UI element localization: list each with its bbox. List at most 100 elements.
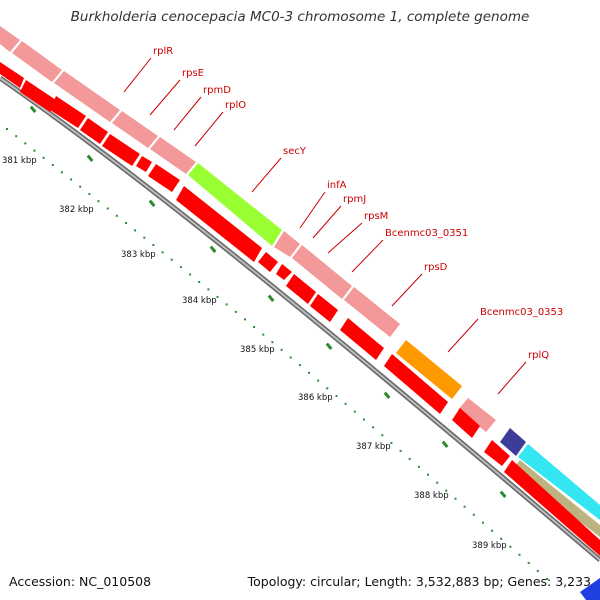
cds-feature (396, 340, 462, 399)
scale-major-tick (209, 245, 217, 253)
kbp-tick-label: 384 kbp (182, 296, 217, 306)
backbone-layer (0, 75, 600, 562)
scale-dot (427, 473, 429, 476)
cds-feature (518, 444, 600, 520)
gene-label: rpmD (203, 85, 231, 96)
scale-dot (244, 318, 246, 321)
scale-dot (436, 481, 439, 484)
scale-dot (527, 561, 530, 564)
gene-label: Bcenmc03_0351 (385, 228, 468, 239)
scale-dot (280, 348, 283, 351)
scale-dot (253, 326, 256, 328)
scale-dot (417, 465, 420, 468)
gene-leader-line (299, 191, 326, 229)
gene-leader-line (391, 273, 423, 307)
scale-dot (445, 489, 448, 492)
scale-dot (472, 513, 475, 516)
kbp-tick-label: 381 kbp (2, 156, 37, 166)
scale-major-tick (267, 294, 275, 302)
gene-arrow (340, 318, 384, 360)
scale-dot (88, 193, 91, 195)
scale-dot (60, 171, 63, 174)
cds-feature (150, 137, 196, 174)
cds-feature (512, 460, 600, 537)
scale-dot (344, 402, 347, 405)
cds-feature (500, 428, 526, 456)
scale-dot (399, 449, 402, 452)
gene-arrow (286, 274, 316, 304)
scale-dot (51, 164, 54, 166)
scale-dot (454, 497, 457, 500)
scale-dot (115, 214, 118, 217)
gene-arrow (452, 408, 480, 438)
scale-dot (308, 371, 310, 374)
scale-major-tick (86, 154, 94, 162)
scale-dot (70, 178, 73, 181)
scale-major-tick (499, 490, 507, 498)
gene-label: rpsM (364, 211, 388, 222)
scale-dot (536, 569, 539, 572)
gene-label: rpsE (182, 68, 204, 79)
gene-label: Bcenmc03_0353 (480, 307, 563, 318)
gene-arrow (136, 156, 152, 172)
scale-dot (326, 387, 329, 390)
gene-label: infA (327, 180, 347, 191)
scale-dot (546, 578, 548, 580)
scale-dot (33, 149, 36, 152)
gene-label: rplQ (528, 350, 549, 361)
scale-dot (500, 537, 503, 540)
scale-dot (216, 295, 219, 298)
scale-dot (353, 410, 356, 413)
gene-label: rpsD (424, 262, 448, 273)
scale-dot (408, 457, 411, 460)
scale-major-tick (148, 199, 156, 207)
scale-dot (125, 222, 127, 224)
scale-dot (179, 266, 182, 269)
gene-label: rplO (225, 100, 246, 111)
scale-dot (372, 426, 375, 429)
scale-dot (161, 251, 164, 254)
gene-arrow (384, 354, 448, 414)
scale-dot (106, 207, 109, 210)
gene-arrow (258, 252, 278, 272)
kbp-tick-label: 383 kbp (121, 250, 156, 260)
cds-feature (274, 231, 300, 257)
gene-leader-line (251, 157, 282, 193)
gene-leader-line (312, 205, 342, 239)
gene-arrow (176, 186, 262, 262)
gene-arrow-layer (0, 62, 600, 600)
scale-dot (97, 200, 100, 203)
gene-arrow (50, 96, 86, 128)
scale-dot (381, 434, 384, 437)
scale-dot (170, 258, 173, 261)
gene-arrow (504, 460, 600, 556)
kbp-tick-label: 388 kbp (414, 491, 449, 501)
gene-leader-line (447, 318, 479, 353)
scale-dot (362, 418, 365, 421)
cds-layer (0, 26, 600, 537)
gene-leader-line (194, 111, 224, 147)
scale-major-tick (383, 391, 391, 399)
gene-leader-line (123, 57, 152, 93)
tick-layer: 381 kbp 382 kbp 383 kbp 384 kbp 385 kbp 386 k… (2, 105, 548, 580)
scale-dot (509, 545, 512, 548)
genome-summary-text: Topology: circular; Length: 3,532,883 bp… (247, 574, 591, 589)
scale-dot (42, 156, 45, 159)
cds-feature (12, 41, 62, 82)
cds-feature (458, 398, 496, 432)
gene-label: rpmJ (343, 194, 366, 205)
scale-dot (271, 341, 274, 344)
kbp-tick-label: 389 kbp (472, 541, 507, 551)
scale-major-tick (441, 440, 449, 448)
scale-dot (491, 529, 494, 532)
gene-arrow (80, 118, 108, 144)
scale-dot (207, 288, 210, 291)
gene-label: rplR (153, 46, 173, 57)
kbp-tick-label: 386 kbp (298, 393, 333, 403)
cds-feature (292, 245, 352, 299)
gene-arrow (484, 440, 510, 466)
cds-feature (0, 26, 20, 52)
scale-dot (234, 310, 237, 313)
scale-dot (24, 142, 27, 145)
scale-dot (189, 273, 192, 276)
